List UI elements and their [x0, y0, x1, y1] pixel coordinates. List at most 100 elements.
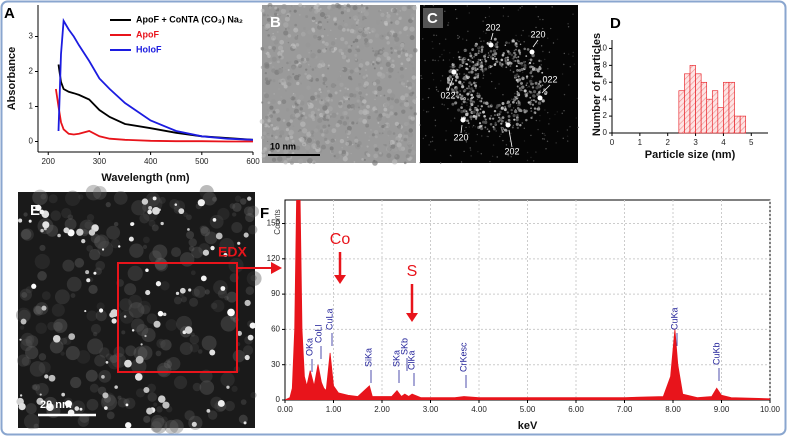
y-tick-label: 120 [267, 254, 281, 263]
fft-spot [505, 122, 511, 128]
stem-particle [125, 422, 132, 429]
fft-ring-dot [513, 97, 516, 100]
fft-ring-dot [529, 79, 533, 84]
tem-grain [366, 104, 370, 109]
tem-grain [342, 110, 347, 116]
fft-noise [465, 141, 468, 143]
fft-ring-dot [474, 63, 478, 67]
fft-noise [545, 148, 547, 150]
tem-grain [400, 95, 406, 101]
tem-grain [364, 27, 368, 31]
x-tick-label: 300 [93, 157, 107, 166]
tem-grain [313, 128, 319, 133]
stem-particle [145, 268, 149, 272]
tem-grain [388, 75, 392, 79]
stem-particle [247, 334, 254, 341]
tem-grain [283, 160, 288, 165]
tem-grain [314, 9, 319, 14]
fft-ring-dot [494, 121, 497, 124]
tem-grain [386, 41, 391, 45]
fft-noise [530, 92, 532, 94]
fft-noise [563, 63, 565, 66]
fft-ring-dot [462, 109, 467, 113]
tem-grain [315, 125, 320, 130]
fft-ring-dot [492, 49, 497, 53]
fft-noise [480, 153, 482, 155]
stem-particle [85, 270, 90, 275]
fft-noise [526, 159, 529, 162]
tem-grain [274, 6, 278, 10]
fft-ring-dot [533, 90, 537, 94]
fft-ring-dot [481, 58, 483, 61]
stem-haze [90, 323, 102, 334]
tem-grain [341, 54, 347, 60]
x-tick-label: 10.00 [760, 405, 781, 414]
tem-grain [289, 10, 292, 13]
stem-haze [212, 196, 218, 202]
fft-ring-dot [496, 46, 499, 49]
fft-ring-dot [515, 118, 519, 122]
tem-grain [337, 25, 343, 31]
tem-grain [383, 20, 388, 25]
fft-ring-dot [538, 59, 541, 62]
fft-noise [530, 80, 533, 83]
tem-grain [351, 121, 355, 125]
y-tick-label: 0 [29, 137, 34, 146]
tem-grain [264, 25, 269, 30]
fft-noise [526, 151, 529, 154]
y-tick-label: 0 [276, 395, 281, 404]
stem-particle [210, 245, 215, 251]
stem-haze [19, 288, 32, 301]
fft-ring-dot [516, 93, 519, 96]
stem-haze [245, 286, 255, 295]
tem-grain [356, 35, 362, 40]
tem-grain [372, 49, 375, 53]
fft-ring-dot [461, 83, 464, 86]
tem-grain [383, 94, 386, 97]
fft-ring-dot [523, 63, 527, 68]
stem-particle [178, 208, 185, 215]
bar [706, 98, 713, 134]
fft-noise [471, 62, 473, 64]
tem-grain [409, 156, 413, 160]
tem-grain [346, 116, 350, 120]
stem-haze [65, 346, 80, 361]
stem-haze [17, 354, 30, 367]
tem-grain [383, 103, 388, 108]
stem-particle [130, 222, 134, 226]
stem-particle [61, 392, 66, 397]
stem-particle [19, 338, 22, 341]
tem-grain [337, 76, 342, 82]
stem-haze [136, 324, 149, 336]
fft-noise [513, 147, 515, 150]
x-axis-label: Particle size (nm) [645, 149, 736, 161]
stem-haze [40, 193, 47, 200]
fft-ring-dot [516, 113, 519, 117]
tem-grain [307, 29, 313, 35]
stem-particle [131, 329, 135, 332]
stem-haze [243, 345, 254, 356]
fft-noise [494, 87, 497, 90]
tem-grain [304, 116, 308, 119]
series-line [55, 88, 253, 143]
stem-haze [154, 258, 169, 272]
tem-grain [342, 156, 348, 162]
fft-ring-dot [478, 94, 481, 97]
stem-haze [25, 403, 37, 415]
fft-noise [563, 52, 566, 55]
tem-grain [297, 35, 299, 37]
spot-arrow [490, 32, 494, 41]
stem-haze [37, 271, 47, 281]
stem-haze [179, 342, 193, 356]
fft-noise [488, 6, 491, 9]
fft-noise [457, 34, 459, 37]
fft-noise [432, 4, 435, 7]
fft-ring-dot [468, 65, 471, 68]
tem-grain [303, 144, 305, 146]
fft-noise [432, 106, 435, 109]
tem-grain [352, 40, 355, 44]
fft-ring-dot [544, 91, 548, 95]
stem-particle [223, 253, 228, 257]
tem-grain [306, 159, 310, 163]
fft-noise [484, 63, 487, 65]
